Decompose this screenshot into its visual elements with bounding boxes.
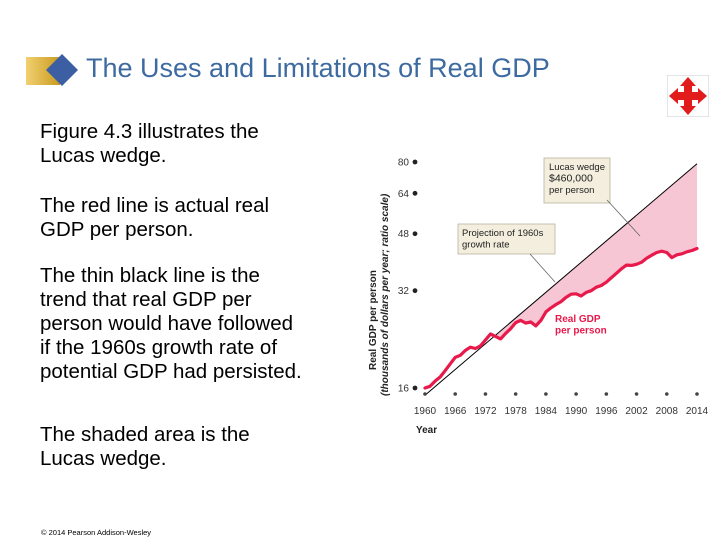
y-tick-label: 64 [398, 189, 410, 200]
four-arrows-move-icon[interactable] [667, 75, 709, 117]
x-tick-mark [604, 392, 609, 396]
y-tick-label: 48 [398, 229, 410, 240]
text-line: person would have followed [40, 312, 293, 335]
x-tick-mark [664, 392, 669, 396]
real-gdp-series-label: per person [555, 326, 607, 337]
lucas-wedge-callout-text: per person [549, 185, 594, 196]
y-tick-mark [412, 190, 418, 196]
paragraph-figure-intro: Figure 4.3 illustrates the Lucas wedge. [40, 120, 360, 168]
y-tick-mark [412, 159, 418, 165]
paragraph-red-line: The red line is actual real GDP per pers… [40, 194, 360, 242]
y-tick-label: 80 [398, 158, 410, 169]
y-tick-label: 16 [398, 384, 410, 395]
lucas-wedge-callout-text: Lucas wedge [549, 162, 605, 173]
x-tick-label: 1984 [535, 406, 558, 417]
x-tick-label: 2014 [686, 406, 709, 417]
copyright-notice: © 2014 Pearson Addison-Wesley [41, 528, 152, 537]
x-tick-label: 1990 [565, 406, 588, 417]
real-gdp-line [423, 246, 699, 390]
x-tick-mark [483, 392, 488, 396]
x-tick-mark [544, 392, 548, 396]
real-gdp-series-label: Real GDP [555, 314, 601, 325]
x-tick-mark [574, 392, 578, 396]
x-tick-label: 2008 [656, 406, 679, 417]
x-tick-label: 1996 [595, 406, 618, 417]
x-tick-mark [695, 392, 699, 396]
text-line: The thin black line is the [40, 264, 260, 287]
lucas-wedge-callout-text: $460,000 [549, 173, 593, 185]
text-line: potential GDP had persisted. [40, 360, 302, 383]
slide-title: The Uses and Limitations of Real GDP [86, 53, 550, 83]
x-tick-mark [423, 392, 427, 396]
projection-callout-text: growth rate [462, 240, 510, 251]
x-tick-mark [513, 392, 518, 396]
y-axis-label-line2: (thousands of dollars per year; ratio sc… [380, 193, 391, 396]
text-line: Lucas wedge. [40, 144, 167, 167]
lucas-wedge-callout-box [543, 157, 611, 204]
x-tick-label: 2002 [625, 406, 648, 417]
lucas-wedge-pointer [606, 199, 641, 237]
y-tick-mark [412, 288, 418, 294]
trend-line [424, 163, 698, 396]
paragraph-trend-line: The thin black line is the trend that re… [40, 264, 360, 384]
projection-callout-box [457, 223, 556, 255]
projection-pointer [529, 253, 556, 283]
x-tick-mark [634, 392, 639, 396]
text-line: if the 1960s growth rate of [40, 336, 278, 359]
x-tick-label: 1978 [505, 406, 528, 417]
x-tick-label: 1960 [414, 406, 437, 417]
title-decor-icon [26, 54, 78, 86]
x-tick-label: 1966 [444, 406, 467, 417]
lucas-wedge-chart: Real GDP per person (thousands of dollar… [368, 157, 709, 437]
y-tick-label: 32 [398, 286, 410, 297]
y-tick-mark [412, 231, 418, 237]
x-tick-label: 1972 [474, 406, 497, 417]
y-tick-mark [412, 385, 418, 391]
text-line: The red line is actual real [40, 194, 270, 217]
y-axis-label-line1: Real GDP per person [368, 270, 379, 370]
text-line: The shaded area is the [40, 423, 250, 446]
x-tick-mark [453, 392, 458, 396]
text-line: GDP per person. [40, 218, 194, 241]
paragraph-shaded-area: The shaded area is the Lucas wedge. [40, 423, 360, 471]
x-axis-label: Year [416, 425, 437, 436]
text-line: Lucas wedge. [40, 447, 167, 470]
text-line: Figure 4.3 illustrates the [40, 120, 259, 143]
projection-callout-text: Projection of 1960s [462, 228, 544, 239]
text-line: trend that real GDP per [40, 288, 252, 311]
